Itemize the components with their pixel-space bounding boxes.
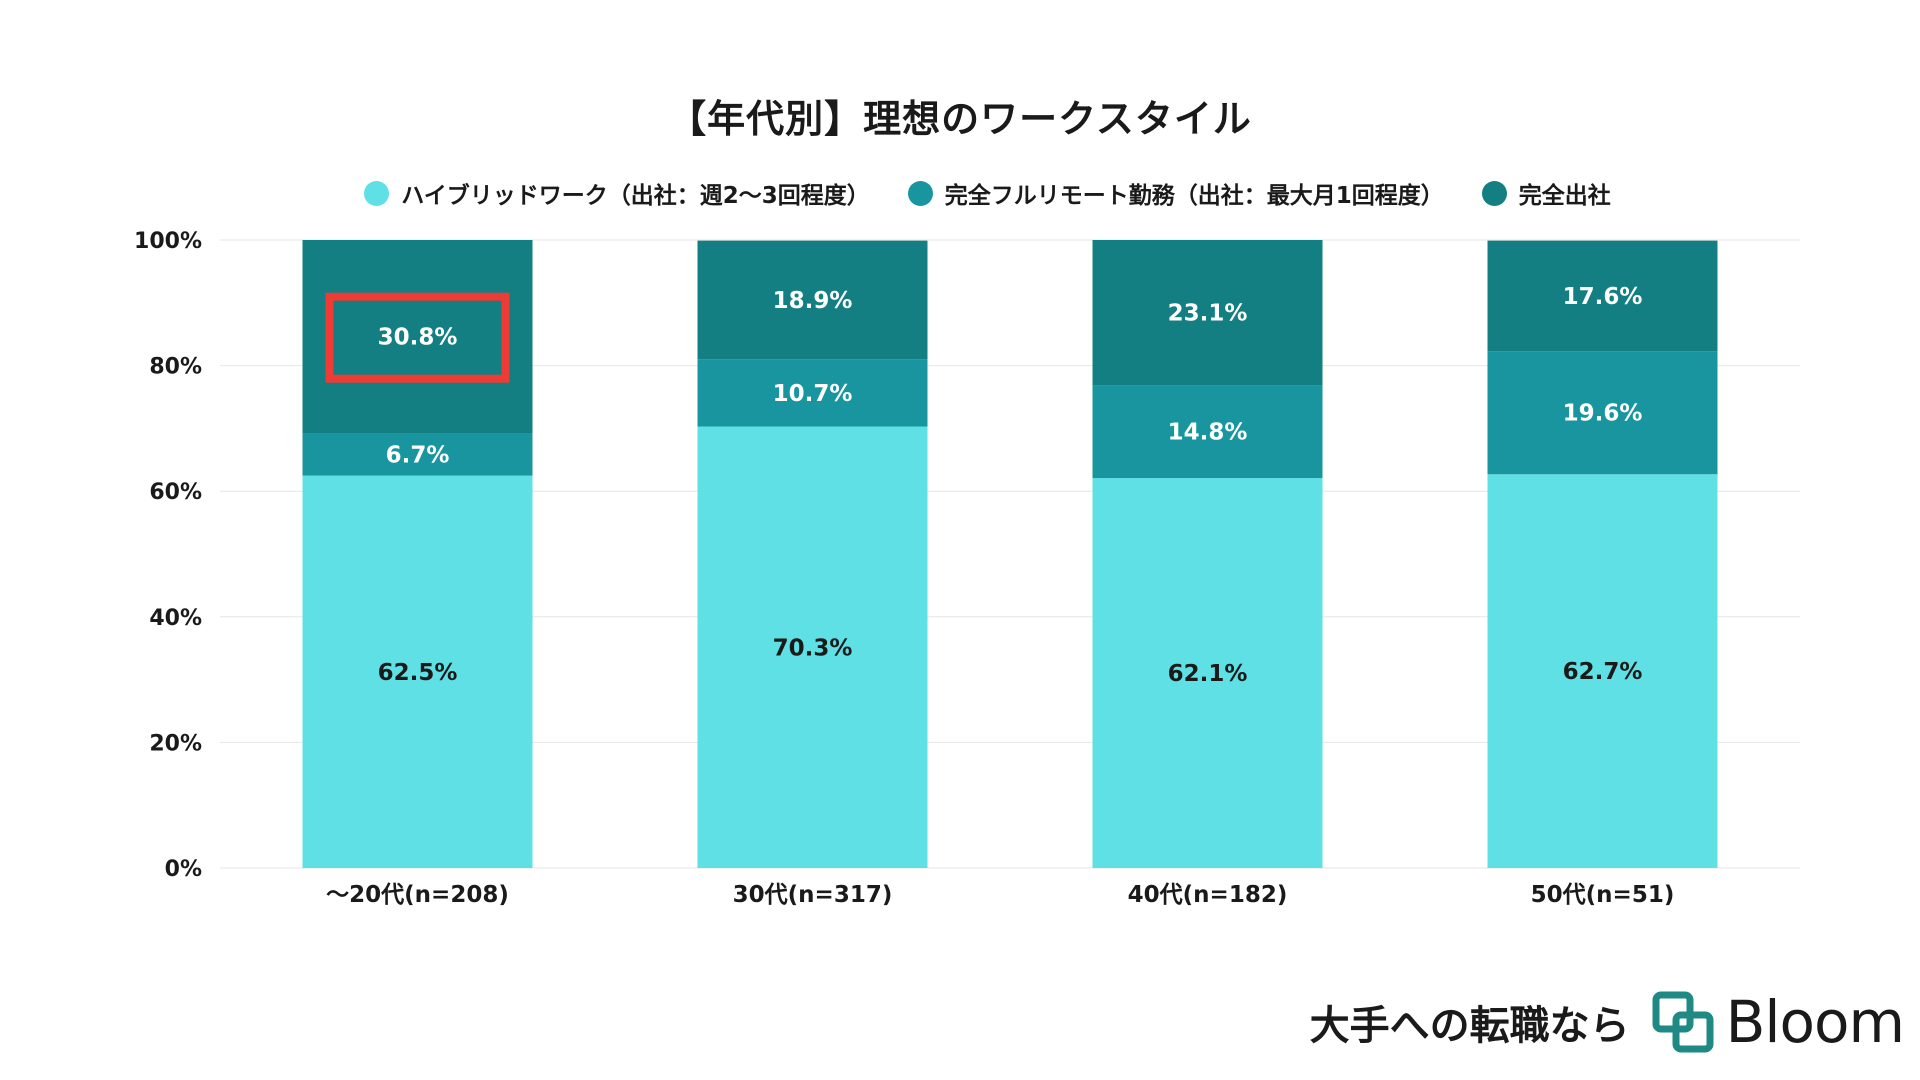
x-tick-label: 30代(n=317) [733, 882, 893, 908]
legend-label-hybrid: ハイブリッドワーク（出社：週2〜3回程度） [401, 183, 870, 209]
y-tick-label: 60% [149, 480, 202, 505]
bar-segment [1487, 351, 1718, 475]
data-label: 10.7% [773, 381, 853, 407]
y-tick-label: 20% [149, 731, 202, 756]
legend-item-full-remote: 完全フルリモート勤務（出社：最大月1回程度） [907, 176, 1444, 210]
chart-title: 【年代別】理想のワークスタイル [668, 97, 1252, 141]
data-label: 14.8% [1168, 420, 1248, 446]
chart-legend: ハイブリッドワーク（出社：週2〜3回程度） 完全フルリモート勤務（出社：最大月1… [0, 176, 1920, 210]
legend-item-full-office: 完全出社 [1481, 176, 1611, 210]
y-tick-label: 40% [149, 606, 202, 631]
data-label: 62.5% [378, 660, 458, 686]
data-label: 17.6% [1563, 284, 1643, 310]
legend-item-hybrid: ハイブリッドワーク（出社：週2〜3回程度） [364, 176, 870, 210]
legend-dot-hybrid [364, 180, 390, 206]
legend-label-full-office: 完全出社 [1518, 183, 1611, 209]
data-label: 18.9% [773, 288, 853, 314]
bar-segment [697, 359, 928, 427]
bloom-logo-icon [1652, 991, 1714, 1053]
brand-name: Bloom [1725, 988, 1905, 1056]
brand-footer: 大手への転職なら Bloom [1309, 985, 1905, 1059]
bar-segment [302, 475, 533, 868]
bar-segment [697, 426, 928, 868]
data-label: 62.7% [1563, 659, 1643, 685]
bar-segment [302, 240, 533, 434]
legend-dot-full-remote [907, 180, 933, 206]
bar-segment [1092, 385, 1323, 479]
data-label: 19.6% [1563, 401, 1643, 427]
legend-dot-full-office [1481, 180, 1507, 206]
data-label: 23.1% [1168, 301, 1248, 327]
x-tick-label: 50代(n=51) [1531, 882, 1675, 908]
x-tick-label: 〜20代(n=208) [326, 882, 509, 908]
data-label: 6.7% [386, 442, 450, 468]
brand-logo: Bloom [1650, 988, 1905, 1056]
bar-segment [1487, 474, 1718, 868]
x-tick-label: 40代(n=182) [1128, 882, 1288, 908]
data-label: 62.1% [1168, 661, 1248, 687]
legend-label-full-remote: 完全フルリモート勤務（出社：最大月1回程度） [944, 183, 1444, 209]
brand-tagline: 大手への転職なら [1309, 1003, 1630, 1049]
bar-segment [1092, 478, 1323, 868]
bar-segment [1092, 240, 1323, 386]
bar-segment [302, 433, 533, 476]
highlight-box [325, 292, 510, 383]
data-label: 30.8% [378, 325, 458, 351]
bar-segment [1487, 240, 1718, 352]
stacked-bar-chart: 0% 20% 40% 60% 80% 100% 62.5% 6.7% 30.8% 〜20代(n=2… [134, 229, 1800, 908]
data-label: 70.3% [773, 635, 853, 661]
y-tick-label: 80% [149, 355, 202, 380]
bar-segment [697, 240, 928, 360]
y-tick-label: 100% [134, 229, 202, 254]
y-tick-label: 0% [165, 857, 202, 882]
